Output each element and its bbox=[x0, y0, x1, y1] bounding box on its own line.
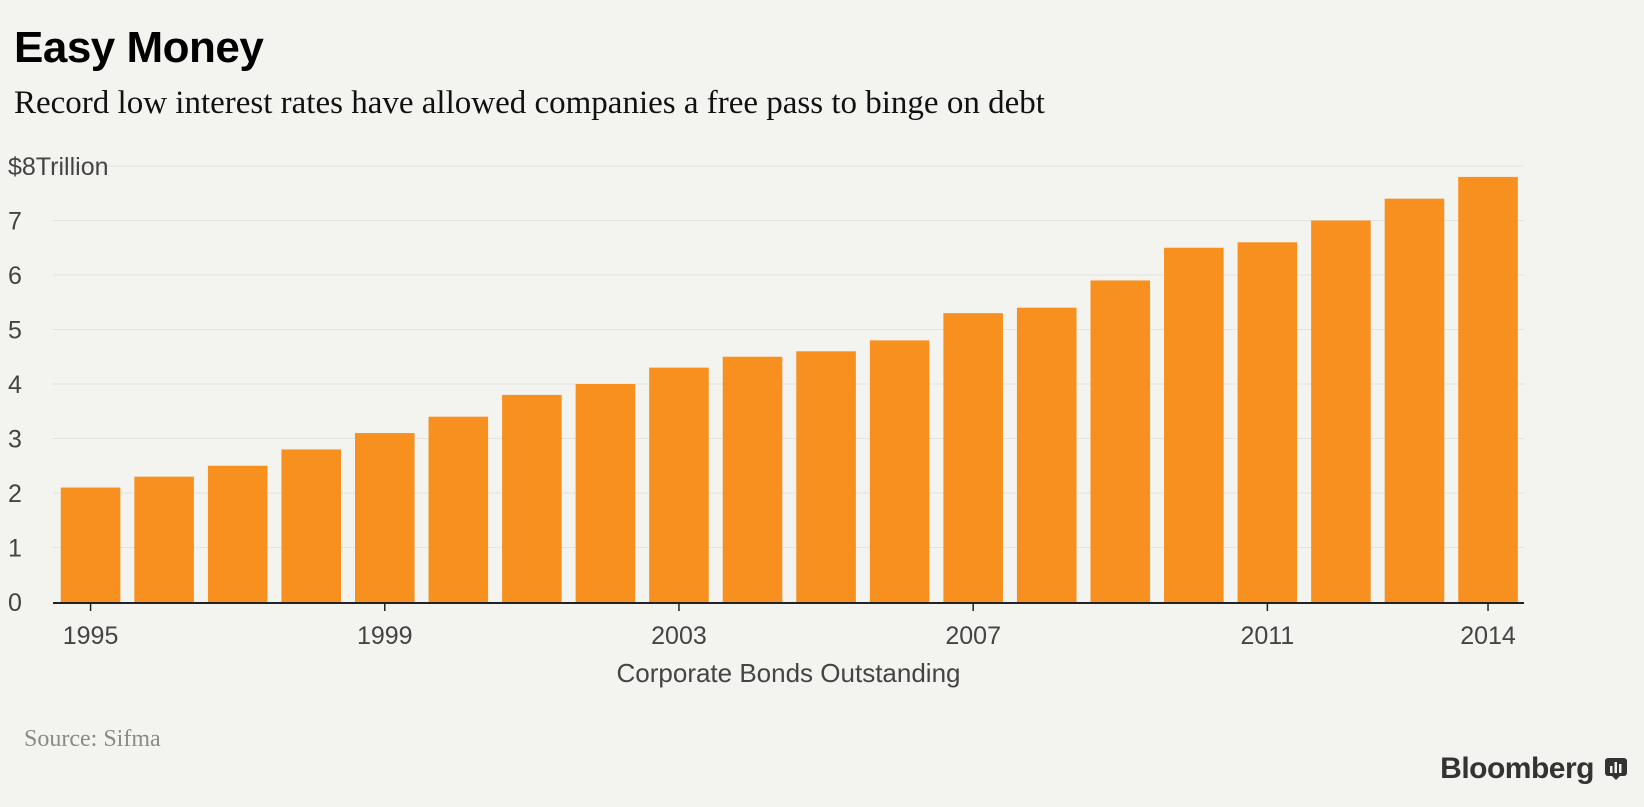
bar-1998 bbox=[281, 449, 342, 602]
y-tick-label: 4 bbox=[8, 371, 22, 399]
y-tick-label: 7 bbox=[8, 208, 22, 236]
y-tick-label: $8Trillion bbox=[8, 153, 109, 181]
bar-layer bbox=[60, 176, 1518, 603]
bar-2000 bbox=[428, 416, 489, 602]
bar-1997 bbox=[207, 465, 268, 602]
brand-name: Bloomberg bbox=[1440, 752, 1594, 785]
chart-subtitle: Record low interest rates have allowed c… bbox=[14, 85, 1045, 121]
axis-layer: 0 1 2 3 4 5 6 7 $8Trillion 1995 1999 2003 2007 2011 20… bbox=[8, 153, 1524, 688]
bar-2006 bbox=[869, 340, 930, 602]
bar-2008 bbox=[1016, 307, 1077, 602]
grid-layer bbox=[53, 165, 1524, 548]
source-note: Source: Sifma bbox=[24, 726, 161, 752]
y-tick-label: 5 bbox=[8, 317, 22, 345]
bar-2005 bbox=[796, 351, 856, 602]
bar-2013 bbox=[1384, 198, 1445, 602]
y-tick-label: 1 bbox=[8, 535, 22, 563]
bar-2010 bbox=[1164, 247, 1224, 602]
bar-2014 bbox=[1458, 176, 1518, 602]
y-tick-label: 6 bbox=[8, 262, 22, 290]
x-tick-label: 2014 bbox=[1460, 622, 1516, 650]
chart-title: Easy Money bbox=[14, 23, 264, 72]
bar-chart: 0 1 2 3 4 5 6 7 $8Trillion 1995 1999 2003 2007 2011 20… bbox=[8, 153, 1524, 688]
bar-2012 bbox=[1311, 220, 1371, 602]
x-tick-label: 1999 bbox=[357, 622, 413, 650]
bar-2002 bbox=[575, 384, 636, 602]
bar-2007 bbox=[943, 313, 1003, 602]
y-tick-label: 2 bbox=[8, 480, 22, 508]
x-axis-title: Corporate Bonds Outstanding bbox=[617, 658, 961, 688]
x-tick-label: 2011 bbox=[1240, 622, 1294, 650]
bar-1995 bbox=[60, 487, 121, 602]
bar-2001 bbox=[502, 394, 562, 602]
y-tick-label: 0 bbox=[8, 589, 22, 617]
brand-logo: Bloomberg bbox=[1440, 752, 1628, 786]
bar-1999 bbox=[354, 433, 415, 602]
x-tick-label: 2003 bbox=[651, 622, 707, 650]
bar-2011 bbox=[1237, 242, 1298, 603]
bloomberg-chart-icon bbox=[1605, 758, 1627, 780]
bar-2004 bbox=[722, 356, 783, 602]
bar-1996 bbox=[134, 476, 194, 602]
y-tick-label: 3 bbox=[8, 426, 22, 454]
bar-2009 bbox=[1090, 280, 1151, 602]
bar-2003 bbox=[649, 367, 709, 602]
x-tick-label: 2007 bbox=[945, 622, 1001, 650]
x-tick-label: 1995 bbox=[63, 622, 119, 650]
